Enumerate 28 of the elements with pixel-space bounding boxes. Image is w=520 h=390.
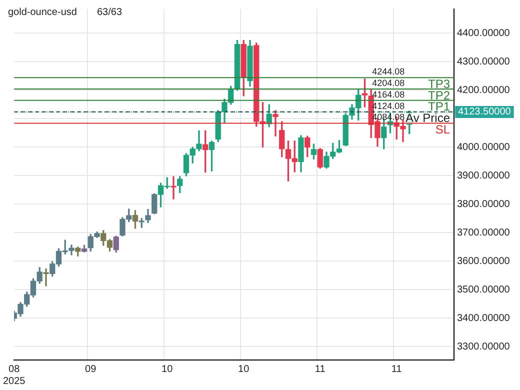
y-tick-label: 3500.00000: [457, 284, 510, 296]
ref-line-label: SL: [435, 122, 450, 137]
y-tick-label: 4300.00000: [457, 56, 510, 68]
annotation: 4164.08: [372, 89, 405, 100]
x-tick-label: 10: [162, 364, 174, 375]
x-tick-label: 08 2025: [3, 364, 26, 387]
ref-line-label: TP3: [428, 76, 450, 91]
y-tick-label: 3700.00000: [457, 227, 510, 238]
ref-line-label: 4123.50000: [458, 106, 512, 118]
y-tick-label: 4400.00000: [457, 28, 510, 39]
annotation: 4204.08: [372, 78, 405, 88]
x-tick-label: 09: [85, 364, 97, 375]
y-tick-label: 3800.00000: [457, 198, 510, 210]
y-tick-label: 3300.00000: [457, 341, 510, 352]
y-tick-label: 3600.00000: [457, 256, 510, 267]
annotation: 4244.08: [372, 66, 405, 77]
y-tick-label: 3400.00000: [457, 312, 510, 324]
y-tick-label: 4200.00000: [457, 84, 510, 96]
chart-title: gold-ounce-usd: [8, 7, 77, 18]
x-tick-label: 10: [238, 364, 250, 375]
y-tick-label: 4000.00000: [457, 142, 510, 153]
ref-line-label: TP2: [428, 88, 450, 102]
ref-line-label: TP1: [428, 100, 450, 114]
annotation: 63/63: [97, 7, 122, 18]
x-tick-label: 11: [391, 364, 402, 375]
x-tick-label: 11: [314, 364, 326, 375]
y-tick-label: 3900.00000: [457, 170, 510, 182]
ref-line-label: Av Price: [406, 111, 450, 126]
